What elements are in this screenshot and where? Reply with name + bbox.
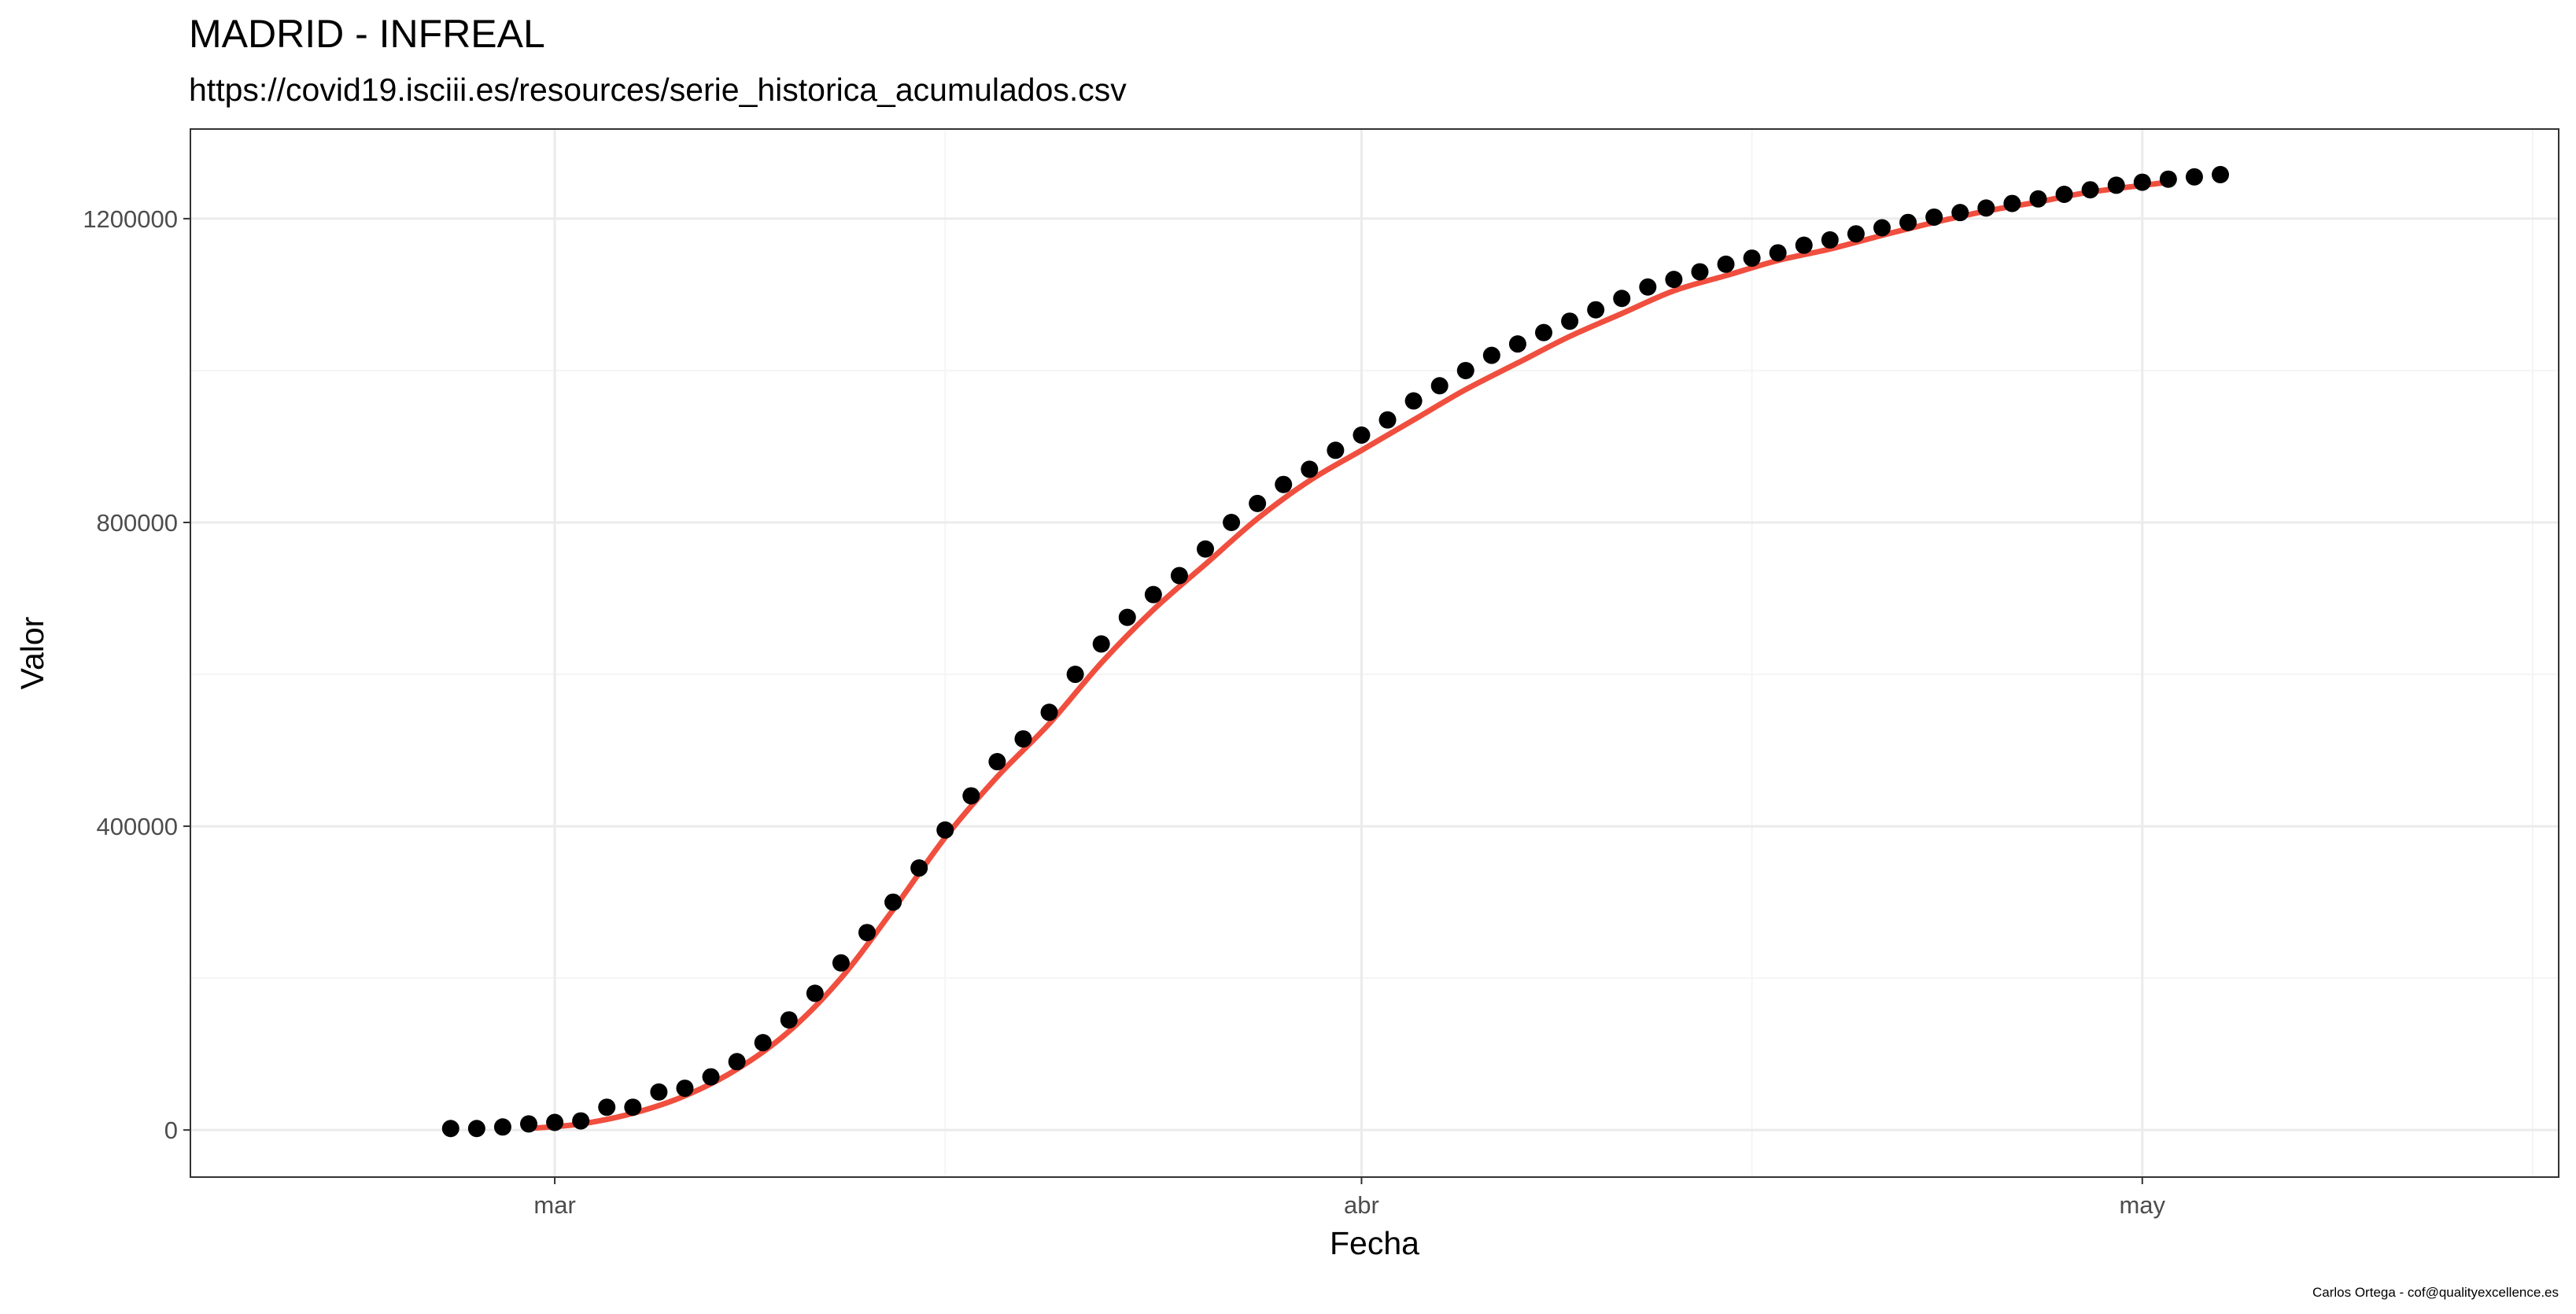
data-point-62 — [2055, 186, 2073, 204]
data-point-41 — [1508, 335, 1526, 353]
data-point-23 — [1040, 703, 1058, 722]
x-axis: mar abr may — [533, 1177, 2166, 1219]
data-point-34 — [1327, 441, 1345, 460]
data-point-9 — [676, 1080, 694, 1098]
data-point-25 — [1092, 635, 1110, 653]
data-point-10 — [702, 1068, 720, 1086]
data-point-40 — [1482, 346, 1500, 364]
data-point-27 — [1144, 585, 1162, 603]
data-point-39 — [1456, 361, 1474, 379]
plot-panel — [190, 129, 2559, 1177]
data-point-2 — [493, 1118, 511, 1136]
data-point-68 — [2212, 165, 2229, 183]
data-point-49 — [1717, 255, 1735, 273]
y-tick-label-2: 800000 — [97, 509, 178, 537]
data-point-11 — [728, 1053, 746, 1071]
chart-subtitle: https://covid19.isciii.es/resources/seri… — [189, 72, 1127, 108]
data-point-4 — [546, 1113, 564, 1131]
data-point-58 — [1951, 204, 1969, 222]
data-points-layer — [441, 165, 2229, 1138]
data-point-35 — [1353, 426, 1371, 444]
data-point-56 — [1899, 213, 1917, 231]
data-point-47 — [1665, 271, 1683, 289]
data-point-14 — [806, 984, 824, 1002]
y-tick-label-3: 1200000 — [83, 205, 178, 233]
data-point-32 — [1275, 475, 1293, 493]
y-axis-title: Valor — [14, 617, 50, 690]
data-point-44 — [1587, 301, 1605, 319]
x-axis-title: Fecha — [1330, 1225, 1419, 1261]
data-point-0 — [441, 1120, 459, 1138]
y-tick-label-1: 400000 — [97, 813, 178, 840]
data-point-65 — [2133, 173, 2151, 191]
data-point-16 — [858, 924, 876, 942]
smooth-trend-line — [526, 179, 2172, 1131]
data-point-22 — [1014, 730, 1032, 748]
data-point-52 — [1795, 236, 1813, 254]
data-point-3 — [520, 1115, 537, 1133]
data-point-21 — [988, 753, 1006, 771]
data-point-55 — [1873, 219, 1891, 237]
data-point-42 — [1535, 323, 1552, 341]
data-point-67 — [2185, 168, 2203, 186]
data-point-54 — [1847, 225, 1865, 243]
data-point-1 — [467, 1120, 485, 1138]
data-point-50 — [1743, 249, 1761, 268]
data-point-37 — [1404, 392, 1423, 410]
data-point-33 — [1301, 460, 1319, 478]
data-point-29 — [1197, 540, 1214, 558]
data-point-26 — [1118, 608, 1136, 626]
data-point-53 — [1821, 231, 1839, 249]
x-tick-label-2: may — [2119, 1191, 2165, 1219]
data-point-36 — [1378, 411, 1397, 429]
data-point-63 — [2081, 181, 2099, 199]
data-point-45 — [1613, 290, 1631, 308]
data-point-28 — [1170, 567, 1188, 585]
data-point-51 — [1769, 244, 1787, 262]
data-point-5 — [572, 1112, 590, 1130]
y-axis: 0 400000 800000 1200000 — [83, 205, 190, 1144]
data-point-18 — [910, 859, 928, 877]
data-point-61 — [2029, 190, 2047, 208]
data-point-46 — [1639, 278, 1657, 296]
data-point-57 — [1925, 208, 1943, 226]
data-point-8 — [650, 1083, 668, 1101]
chart-title: MADRID - INFREAL — [189, 12, 545, 56]
minor-gridlines — [190, 129, 2559, 1177]
data-point-12 — [754, 1034, 772, 1052]
data-point-24 — [1066, 666, 1084, 684]
x-tick-label-1: abr — [1344, 1191, 1379, 1219]
data-point-13 — [780, 1011, 798, 1029]
panel-border — [190, 128, 2559, 1178]
data-point-17 — [884, 893, 902, 911]
data-point-19 — [936, 821, 954, 839]
data-point-31 — [1249, 494, 1267, 512]
data-point-43 — [1561, 312, 1579, 330]
data-point-38 — [1430, 377, 1449, 395]
data-point-6 — [598, 1098, 616, 1117]
data-point-7 — [624, 1098, 642, 1117]
data-point-66 — [2159, 170, 2177, 188]
data-point-30 — [1223, 513, 1241, 531]
data-point-20 — [962, 787, 980, 805]
y-tick-label-0: 0 — [164, 1117, 178, 1144]
data-point-60 — [2003, 194, 2021, 212]
data-point-48 — [1691, 263, 1709, 281]
data-point-15 — [832, 954, 850, 972]
chart-caption: Carlos Ortega - cof@qualityexcellence.es — [2312, 1285, 2559, 1300]
major-gridlines — [190, 129, 2559, 1177]
smooth-line-layer — [526, 179, 2172, 1131]
x-tick-label-0: mar — [533, 1191, 575, 1219]
data-point-59 — [1977, 199, 1995, 217]
data-point-64 — [2107, 176, 2125, 194]
